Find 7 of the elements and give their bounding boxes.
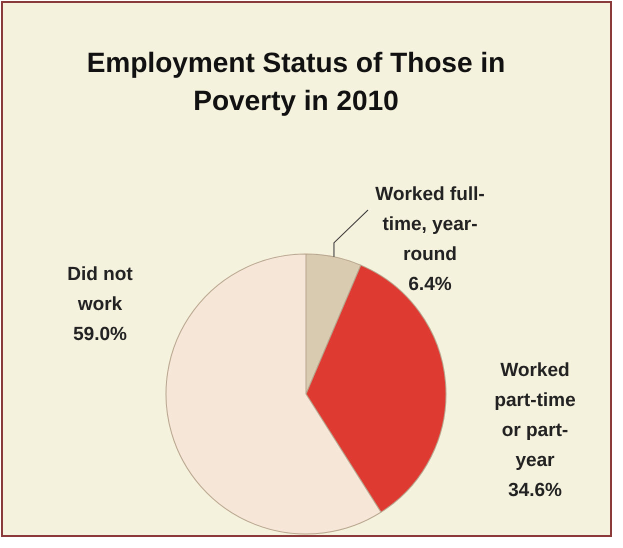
chart-title: Employment Status of Those in Poverty in 2010 bbox=[86, 47, 506, 116]
slice-label: Worked part-time or part-year bbox=[494, 360, 576, 471]
data-label: 59.0% bbox=[73, 324, 128, 345]
data-label: 6.4% bbox=[408, 274, 452, 295]
slice-label: Worked full-time, year-round bbox=[375, 184, 485, 265]
data-label: 34.6% bbox=[508, 480, 562, 501]
slice-label: Did not work bbox=[67, 264, 134, 315]
